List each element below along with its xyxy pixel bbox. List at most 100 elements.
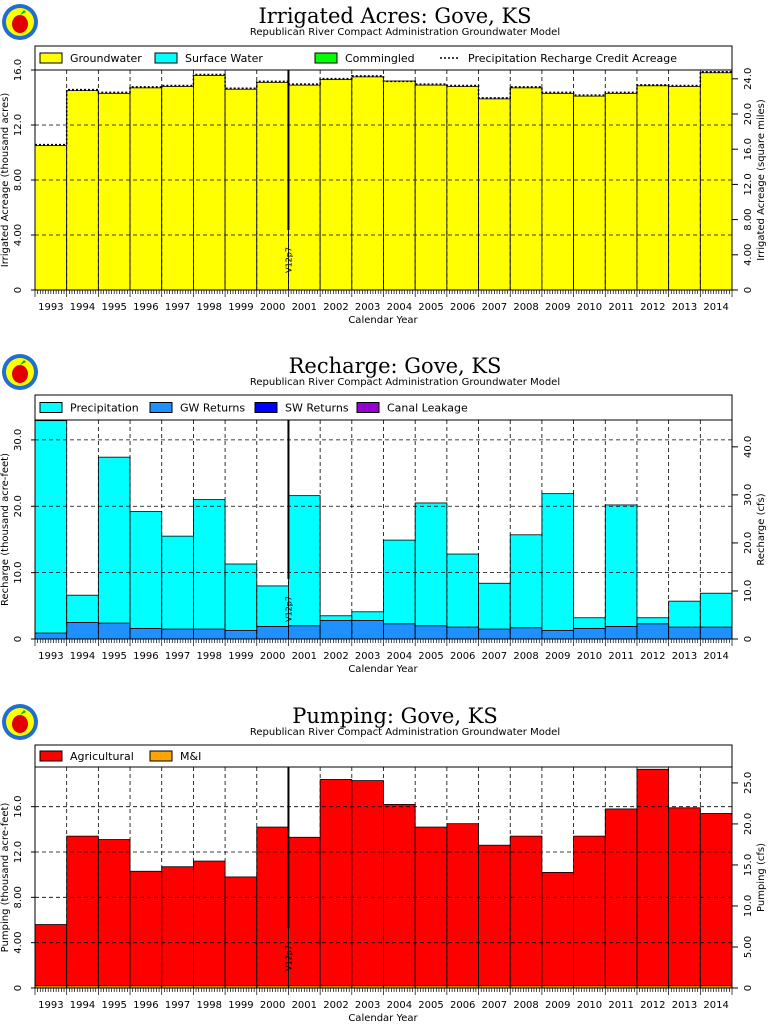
y-tick-label: 10.0: [13, 562, 24, 584]
x-tick-label: 1997: [165, 1000, 190, 1011]
legend-label: Groundwater: [70, 52, 142, 65]
x-tick-label: 2003: [355, 1000, 380, 1011]
legend-swatch: [356, 402, 380, 413]
bar-gw-returns: [541, 629, 574, 640]
legend-label: Precipitation Recharge Credit Acreage: [468, 52, 677, 65]
x-tick-label: 2011: [608, 1000, 633, 1011]
bar-agricultural: [509, 835, 543, 987]
x-tick-label: 2006: [450, 1000, 475, 1011]
y-right-tick-label: 24.0: [743, 68, 754, 90]
y-axis-label: Recharge (thousand acre-feet): [0, 453, 11, 606]
y-right-tick-label: 5.00: [743, 936, 754, 958]
x-tick-label: 2000: [260, 302, 285, 313]
x-tick-label: 2002: [323, 1000, 348, 1011]
legend-box: [34, 394, 733, 421]
y-right-tick-label: 20.0: [743, 103, 754, 125]
y-tick-label: 8.00: [13, 169, 24, 191]
bar-agricultural: [129, 870, 163, 987]
chart-title: Recharge: Gove, KS: [289, 354, 502, 378]
x-tick-label: 2000: [260, 1000, 285, 1011]
y-tick-label: 8.00: [13, 886, 24, 908]
bar-agricultural: [351, 780, 384, 987]
x-tick-label: 2004: [387, 302, 412, 313]
bar-precipitation: [351, 611, 384, 621]
x-tick-label: 2003: [355, 651, 380, 662]
chart-subtitle: Republican River Compact Administration …: [250, 377, 560, 388]
bar-precipitation: [604, 504, 638, 627]
y-right-tick-label: 4.00: [743, 244, 754, 266]
bar-groundwater: [161, 86, 194, 291]
bar-precipitation: [509, 534, 543, 629]
x-tick-label: 2008: [513, 1000, 538, 1011]
bar-agricultural: [414, 826, 448, 987]
apple-icon: [12, 365, 28, 383]
y-right-tick-label: 15.0: [743, 854, 754, 876]
x-tick-label: 2001: [292, 302, 317, 313]
legend-swatch: [154, 52, 178, 64]
legend-swatch: [39, 402, 63, 413]
y-right-tick-label: 16.0: [743, 138, 754, 160]
x-tick-label: 1996: [133, 651, 158, 662]
bar-agricultural: [699, 813, 733, 987]
y-tick-label: 12.0: [13, 841, 24, 863]
apple-icon: [12, 715, 28, 733]
version-marker-label: V12p7: [284, 596, 293, 622]
x-tick-label: 2006: [450, 302, 475, 313]
bar-precipitation: [573, 617, 606, 629]
y-right-tick-label: 10.0: [743, 580, 754, 602]
legend-swatch: [39, 750, 63, 762]
bar-gw-returns: [414, 625, 448, 640]
version-marker-label: V12p7: [284, 247, 293, 273]
bar-agricultural: [573, 835, 606, 987]
x-tick-label: 2005: [418, 1000, 443, 1011]
bar-precipitation: [446, 553, 479, 628]
bar-precipitation: [193, 499, 226, 630]
bar-gw-returns: [319, 620, 353, 640]
bar-agricultural: [161, 866, 194, 987]
x-axis-label: Calendar Year: [348, 1013, 418, 1024]
x-tick-label: 2005: [418, 302, 443, 313]
bar-groundwater: [383, 80, 416, 291]
bar-precipitation: [256, 585, 289, 627]
x-tick-label: 1994: [70, 1000, 95, 1011]
bar-groundwater: [97, 92, 131, 291]
y-tick-label: 4.00: [13, 224, 24, 246]
bar-gw-returns: [97, 622, 131, 640]
y-right-tick-label: 40.0: [743, 436, 754, 458]
legend-label: Canal Leakage: [387, 402, 468, 415]
legend-label: Commingled: [345, 52, 415, 65]
x-tick-label: 2012: [640, 1000, 665, 1011]
x-tick-label: 1998: [197, 651, 222, 662]
bar-agricultural: [97, 839, 131, 987]
y-right-tick-label: 10.0: [743, 895, 754, 917]
x-tick-label: 2009: [545, 1000, 570, 1011]
bar-gw-returns: [383, 623, 416, 640]
bar-gw-returns: [478, 628, 511, 640]
legend-label: SW Returns: [285, 402, 349, 415]
x-axis-label: Calendar Year: [348, 664, 418, 675]
bar-groundwater: [699, 72, 733, 291]
bar-precipitation: [224, 563, 258, 631]
bar-agricultural: [478, 844, 511, 987]
bar-groundwater: [66, 90, 99, 291]
x-tick-label: 2011: [608, 651, 633, 662]
bar-groundwater: [34, 145, 68, 291]
x-tick-label: 2014: [703, 651, 728, 662]
bar-precipitation: [319, 615, 353, 621]
y-tick-label: 4.00: [13, 932, 24, 954]
bar-groundwater: [414, 84, 448, 291]
bar-precipitation: [541, 493, 574, 631]
bar-groundwater: [478, 98, 511, 291]
x-tick-label: 2013: [672, 1000, 697, 1011]
x-tick-label: 2010: [577, 1000, 602, 1011]
x-tick-label: 2010: [577, 651, 602, 662]
y-axis-label: Irrigated Acreage (thousand acres): [0, 93, 11, 268]
y-right-axis-label: Recharge (cfs): [756, 493, 767, 565]
x-tick-label: 2007: [482, 651, 507, 662]
x-tick-label: 1999: [228, 302, 253, 313]
bar-agricultural: [446, 823, 479, 987]
x-tick-label: 1993: [38, 1000, 63, 1011]
bar-groundwater: [541, 92, 574, 291]
